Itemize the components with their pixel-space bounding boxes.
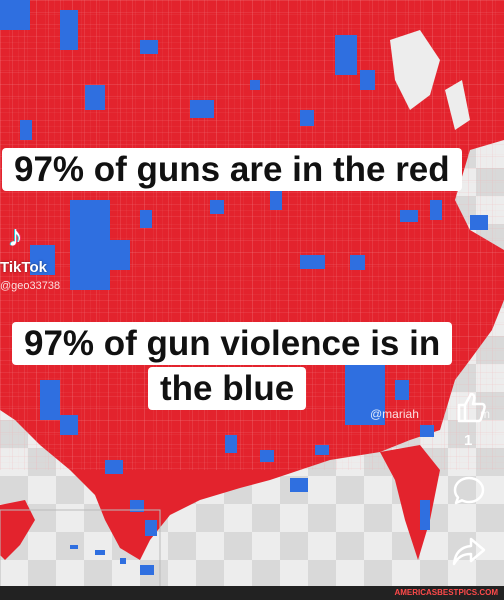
alaska-inset <box>0 500 35 560</box>
comment-button[interactable] <box>450 472 488 510</box>
footer-bar <box>0 586 504 600</box>
caption-line-2a: 97% of gun violence is in <box>12 322 453 365</box>
share-arrow-icon <box>452 537 486 566</box>
creator-handle[interactable]: @mariah <box>370 407 419 421</box>
tiktok-watermark-handle: @geo33738 <box>0 280 61 292</box>
like-button[interactable] <box>451 388 489 426</box>
florida <box>380 445 440 560</box>
site-watermark: AMERICASBESTPICS.COM <box>394 588 498 597</box>
hawaii-islands <box>70 545 154 575</box>
great-lakes <box>390 30 440 110</box>
tiktok-note-icon: ♪ <box>8 220 23 253</box>
tiktok-watermark-name: TikTok <box>0 259 47 276</box>
thumbs-up-icon <box>457 392 486 423</box>
share-button[interactable] <box>450 532 488 570</box>
caption-line-2b: the blue <box>148 367 307 410</box>
caption-line-1: 97% of guns are in the red <box>2 148 462 191</box>
blue-counties <box>0 0 488 536</box>
lake-michigan <box>445 80 470 130</box>
comment-bubble-icon <box>453 476 485 505</box>
creator-handle-tail: m <box>480 407 490 421</box>
like-count: 1 <box>464 432 473 449</box>
